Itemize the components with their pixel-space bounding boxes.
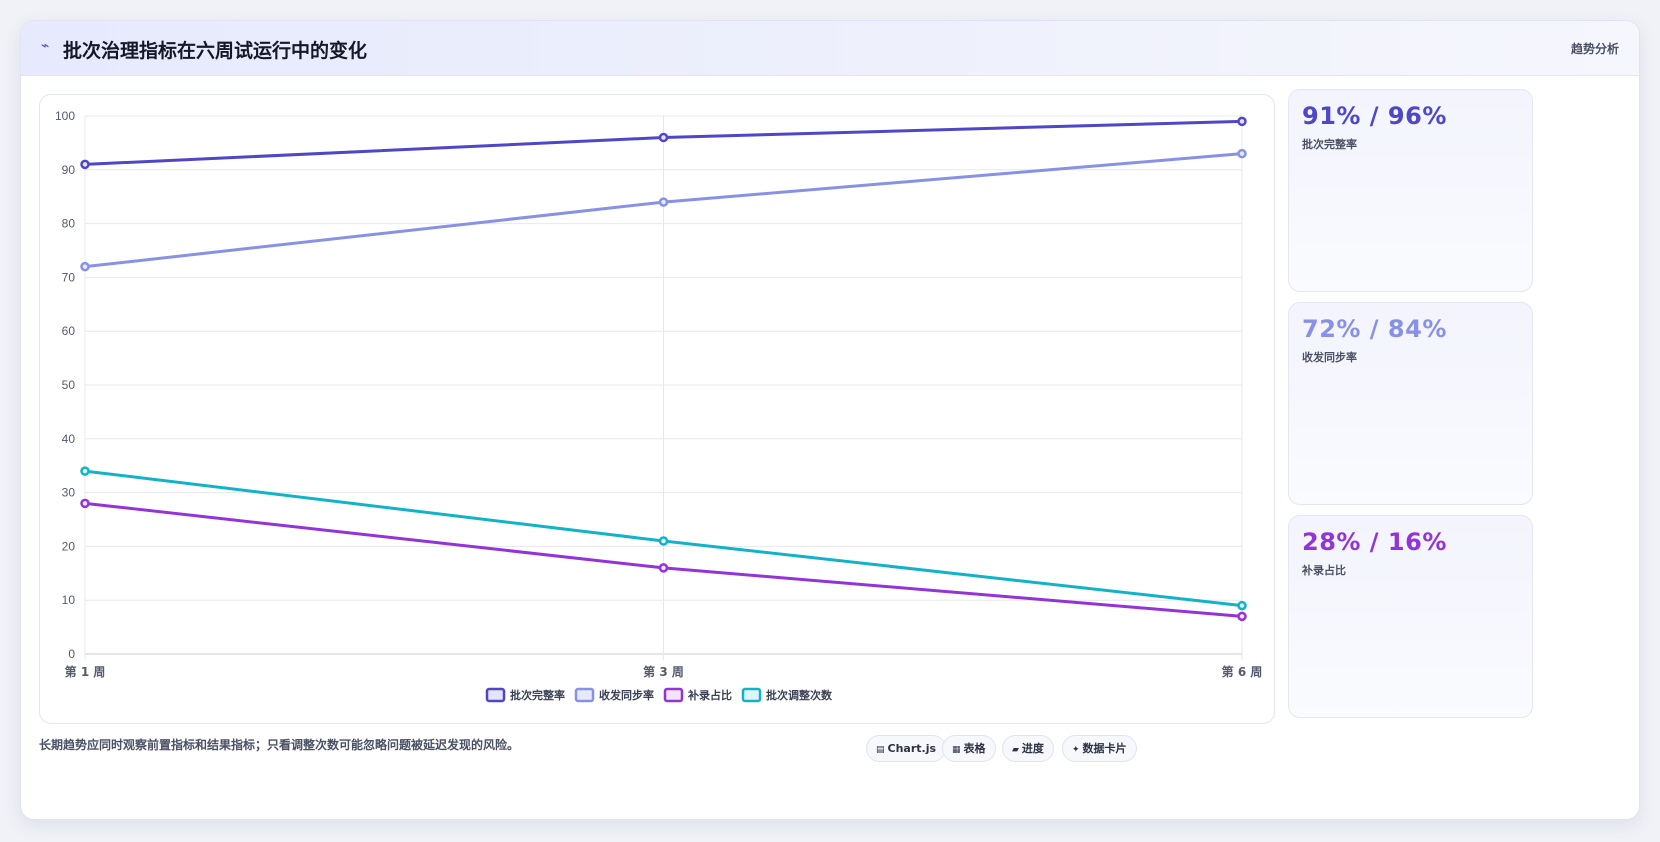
x-tick-label: 第 1 周	[65, 664, 106, 679]
line-chart: 0 10 20 30 40 50 60 70 80 90 100 第 1 周 第 3 周 第 6 周批次完…	[55, 109, 1263, 703]
y-tick-label: 60	[62, 324, 76, 338]
footnote: 长期趋势应同时观察前置指标和结果指标；只看调整次数可能忽略问题被延迟发现的风险。	[39, 738, 520, 752]
x-tick-label: 第 6 周	[1222, 664, 1263, 679]
progress-label: 进度	[1021, 742, 1044, 755]
data-card-button[interactable]: ✦ 数据卡片	[1062, 735, 1137, 762]
stat-card-sync-rate: 72% / 84% 收发同步率	[1288, 302, 1533, 505]
y-tick-label: 0	[68, 647, 75, 661]
y-tick-label: 90	[62, 163, 76, 177]
sparkle-icon: ✦	[1072, 745, 1080, 755]
panel-title: 批次治理指标在六周试运行中的变化	[63, 40, 368, 62]
legend-label: 批次调整次数	[766, 688, 833, 702]
data-point	[658, 563, 669, 573]
data-point	[1237, 611, 1247, 622]
data-point	[80, 159, 90, 170]
chartjs-label: Chart.js	[887, 742, 937, 755]
y-tick-label: 70	[62, 270, 76, 284]
stat-label: 补录占比	[1302, 564, 1346, 577]
progress-icon: ▰	[1012, 745, 1019, 755]
table-icon: ▦	[952, 745, 961, 755]
data-point	[658, 132, 669, 143]
y-tick-label: 80	[62, 217, 76, 231]
chart-icon: ▤	[876, 745, 885, 755]
data-point	[658, 536, 669, 546]
stat-value: 91% / 96%	[1302, 102, 1447, 130]
table-button[interactable]: ▦ 表格	[942, 735, 996, 762]
stat-value: 72% / 84%	[1302, 315, 1447, 343]
stat-card-backfill-ratio: 28% / 16% 补录占比	[1288, 515, 1533, 718]
data-point	[80, 466, 90, 476]
data-point	[1237, 600, 1247, 611]
data-card-label: 数据卡片	[1082, 742, 1127, 755]
y-tick-label: 50	[62, 378, 76, 392]
data-point	[80, 261, 90, 272]
y-tick-label: 40	[62, 432, 76, 446]
trend-line-icon: ⌁	[41, 38, 50, 54]
stat-value: 28% / 16%	[1302, 528, 1447, 556]
y-tick-label: 20	[62, 539, 76, 553]
legend-label: 批次完整率	[510, 688, 565, 702]
data-point	[80, 498, 90, 509]
legend-swatch	[485, 687, 506, 703]
chart-card: 0 10 20 30 40 50 60 70 80 90 100 第 1 周 第 3 周 第 6 周批次完…	[39, 94, 1275, 724]
data-point	[1237, 148, 1247, 159]
legend-label: 收发同步率	[599, 688, 654, 702]
panel-header: ⌁ 批次治理指标在六周试运行中的变化 趋势分析	[21, 21, 1639, 76]
stat-label: 收发同步率	[1302, 351, 1357, 364]
legend-label: 补录占比	[687, 688, 732, 702]
chartjs-button[interactable]: ▤ Chart.js	[866, 735, 947, 762]
stat-card-completeness: 91% / 96% 批次完整率	[1288, 89, 1533, 292]
y-tick-label: 100	[55, 109, 75, 123]
legend-swatch	[663, 687, 684, 703]
data-point	[658, 197, 669, 207]
x-tick-label: 第 3 周	[643, 664, 684, 679]
y-tick-label: 30	[62, 486, 76, 500]
legend-swatch	[574, 687, 595, 703]
legend-swatch	[741, 687, 762, 703]
y-tick-label: 10	[62, 593, 76, 607]
progress-button[interactable]: ▰ 进度	[1002, 735, 1054, 762]
data-point	[1237, 116, 1247, 127]
trend-panel: ⌁ 批次治理指标在六周试运行中的变化 趋势分析 0 10 20 30 40 50 60 70 8…	[20, 20, 1640, 820]
stat-label: 批次完整率	[1302, 138, 1357, 151]
analysis-tag: 趋势分析	[1570, 42, 1619, 56]
table-label: 表格	[963, 742, 986, 755]
